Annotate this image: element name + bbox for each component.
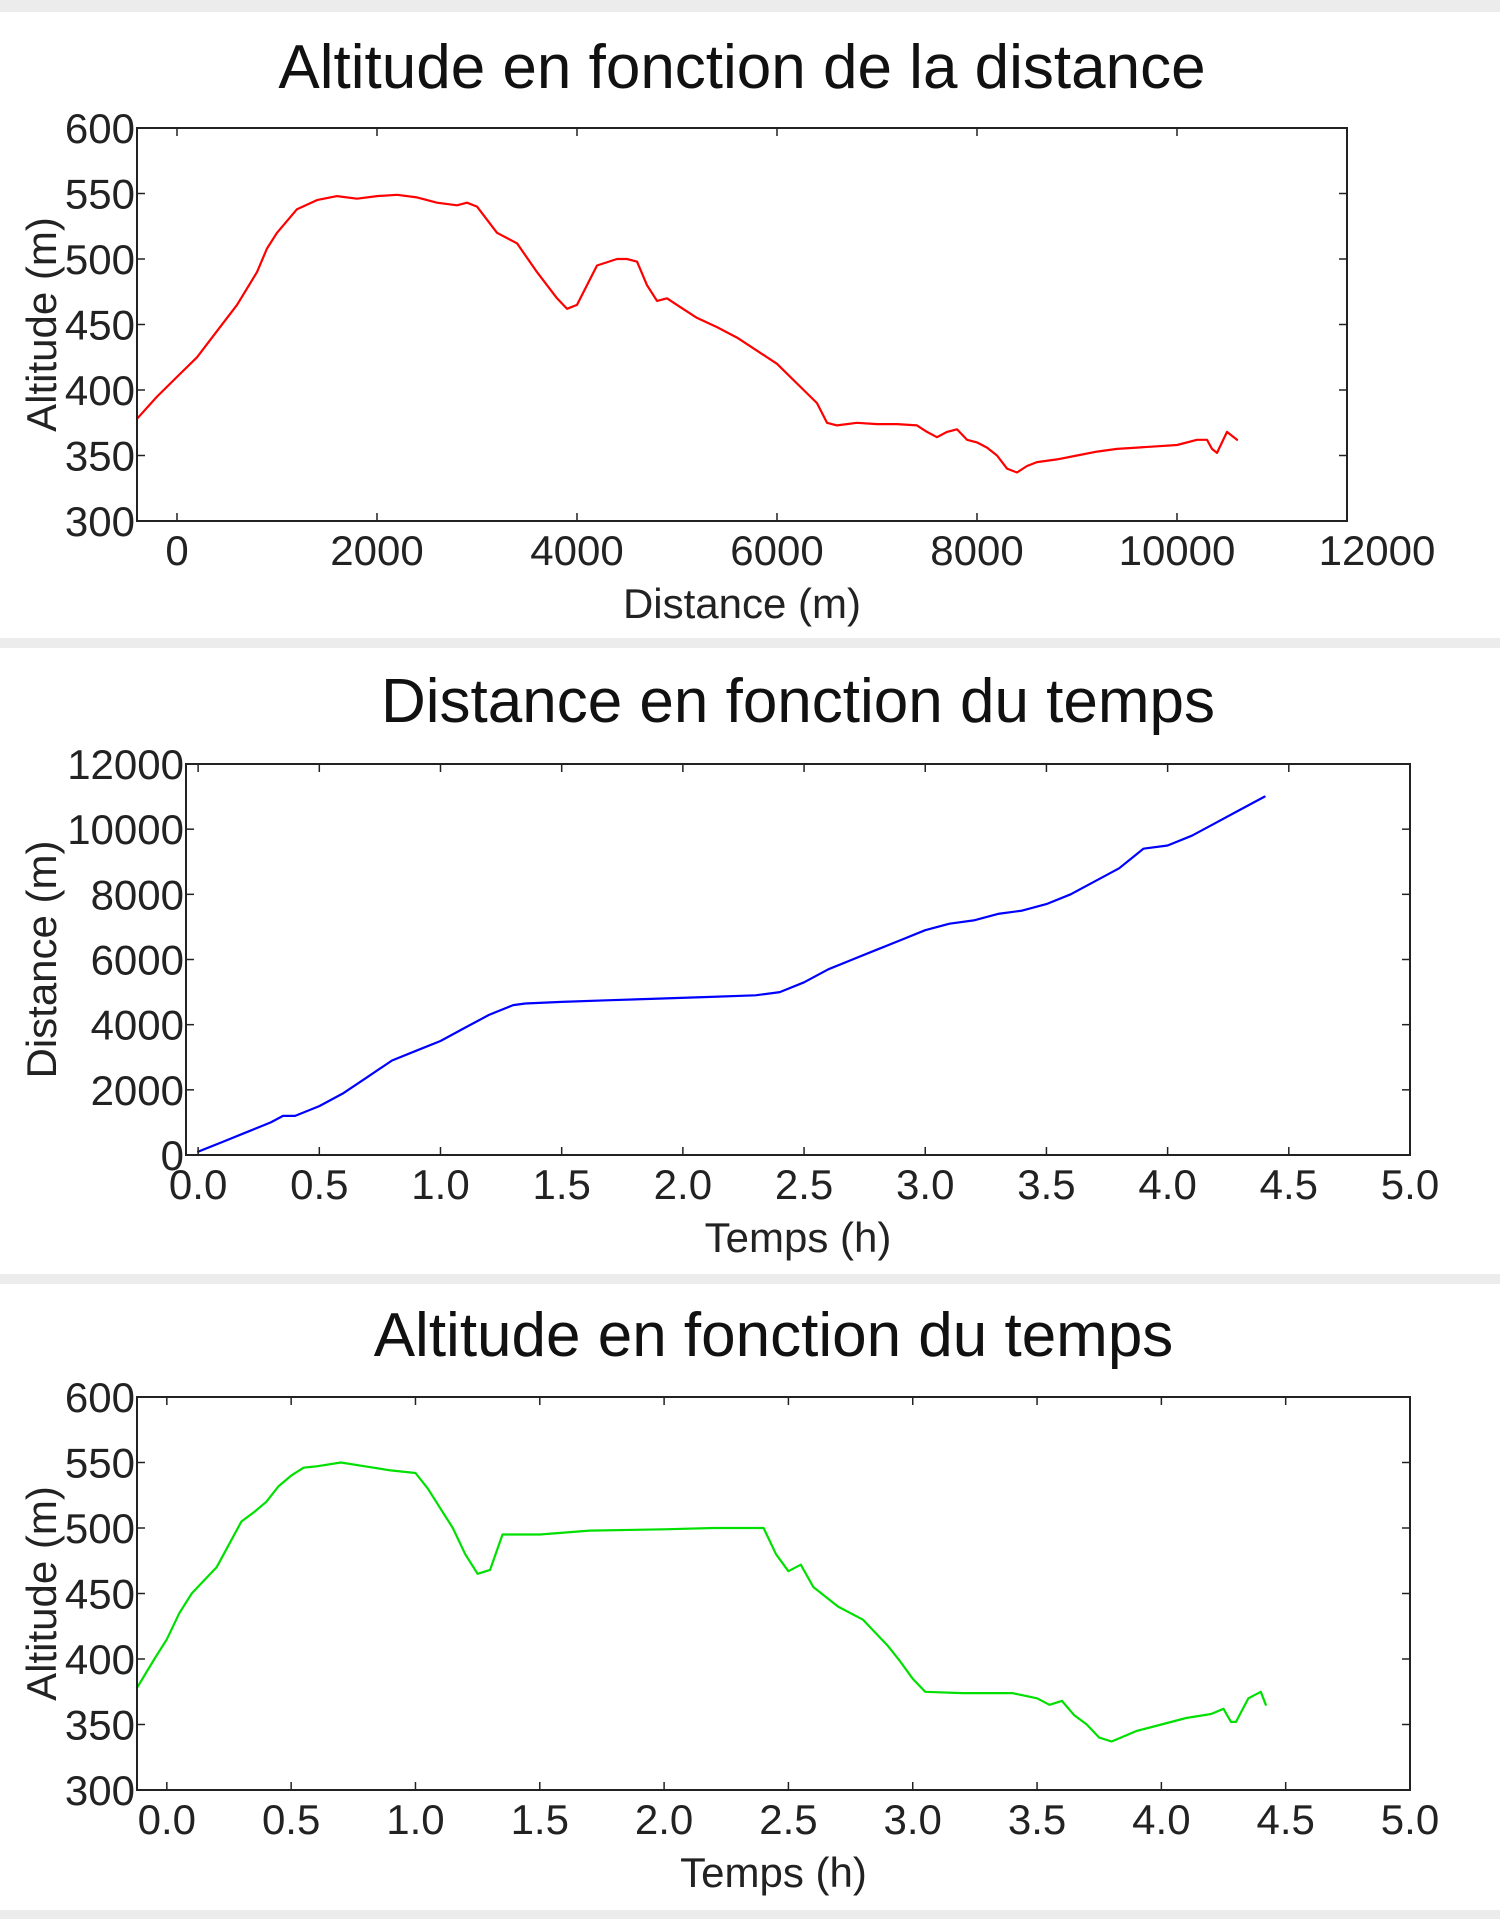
x-axis-label: Temps (h) (680, 1849, 867, 1896)
x-tick-label: 5.0 (1381, 1796, 1439, 1843)
x-tick-label: 0.0 (169, 1161, 227, 1208)
chart-panel-background (0, 1284, 1500, 1910)
y-tick-label: 300 (65, 498, 135, 545)
y-axis-label: Distance (m) (18, 840, 65, 1078)
x-tick-label: 2.0 (635, 1796, 693, 1843)
y-tick-label: 550 (65, 171, 135, 218)
y-tick-label: 300 (65, 1767, 135, 1814)
y-axis-label: Altitude (m) (18, 1486, 65, 1701)
x-tick-label: 3.5 (1017, 1161, 1075, 1208)
distance-time-chart: Distance en fonction du temps 0.0 0.5 1.0 1.… (18, 667, 1439, 1261)
altitude-time-chart: Altitude en fonction du temps 0.0 0.5 1.0 1.… (18, 1301, 1439, 1896)
y-tick-label: 400 (65, 367, 135, 414)
x-tick-label: 6000 (730, 527, 823, 574)
y-tick-label: 6000 (91, 937, 184, 984)
x-tick-label: 1.0 (386, 1796, 444, 1843)
y-tick-label: 0 (161, 1132, 184, 1179)
x-tick-label: 4000 (530, 527, 623, 574)
x-tick-label: 4.5 (1256, 1796, 1314, 1843)
altitude-distance-chart: Altitude en fonction de la distance 0 2000… (18, 33, 1435, 627)
y-tick-label: 350 (65, 433, 135, 480)
y-tick-label: 4000 (91, 1002, 184, 1049)
x-axis-label: Temps (h) (705, 1214, 892, 1261)
x-tick-label: 0.5 (262, 1796, 320, 1843)
x-tick-label: 3.5 (1008, 1796, 1066, 1843)
x-tick-label: 0.5 (290, 1161, 348, 1208)
x-tick-label: 5.0 (1381, 1161, 1439, 1208)
y-tick-label: 350 (65, 1702, 135, 1749)
x-tick-label: 4.0 (1132, 1796, 1190, 1843)
chart-title: Altitude en fonction du temps (374, 1301, 1174, 1370)
series-line (197, 795, 1266, 1153)
x-tick-label: 2.0 (654, 1161, 712, 1208)
y-tick-label: 550 (65, 1440, 135, 1487)
x-tick-label: 0.0 (138, 1796, 196, 1843)
x-tick-label: 4.5 (1260, 1161, 1318, 1208)
y-tick-label: 450 (65, 1571, 135, 1618)
x-tick-label: 3.0 (896, 1161, 954, 1208)
y-tick-label: 600 (65, 105, 135, 152)
y-tick-label: 500 (65, 236, 135, 283)
y-tick-label: 500 (65, 1505, 135, 1552)
y-tick-label: 2000 (91, 1067, 184, 1114)
chart-title: Altitude en fonction de la distance (278, 33, 1205, 102)
y-tick-label: 8000 (91, 871, 184, 918)
y-tick-label: 600 (65, 1374, 135, 1421)
chart-panel-background (0, 12, 1500, 638)
chart-panel-background (0, 648, 1500, 1274)
x-tick-label: 1.0 (411, 1161, 469, 1208)
x-tick-label: 4.0 (1138, 1161, 1196, 1208)
x-tick-label: 0 (165, 527, 188, 574)
x-tick-label: 12000 (1319, 527, 1436, 574)
x-tick-label: 2.5 (775, 1161, 833, 1208)
y-tick-label: 10000 (67, 806, 184, 853)
y-tick-label: 400 (65, 1636, 135, 1683)
x-tick-label: 3.0 (884, 1796, 942, 1843)
x-tick-label: 2000 (330, 527, 423, 574)
series-line (135, 1461, 1267, 1743)
x-tick-label: 2.5 (759, 1796, 817, 1843)
y-tick-label: 450 (65, 302, 135, 349)
y-tick-label: 12000 (67, 741, 184, 788)
x-tick-label: 8000 (930, 527, 1023, 574)
x-axis-label: Distance (m) (623, 580, 861, 627)
x-tick-label: 10000 (1119, 527, 1236, 574)
chart-title: Distance en fonction du temps (381, 667, 1215, 736)
x-tick-label: 1.5 (532, 1161, 590, 1208)
series-line (135, 193, 1239, 474)
x-tick-label: 1.5 (511, 1796, 569, 1843)
y-axis-label: Altitude (m) (18, 217, 65, 432)
